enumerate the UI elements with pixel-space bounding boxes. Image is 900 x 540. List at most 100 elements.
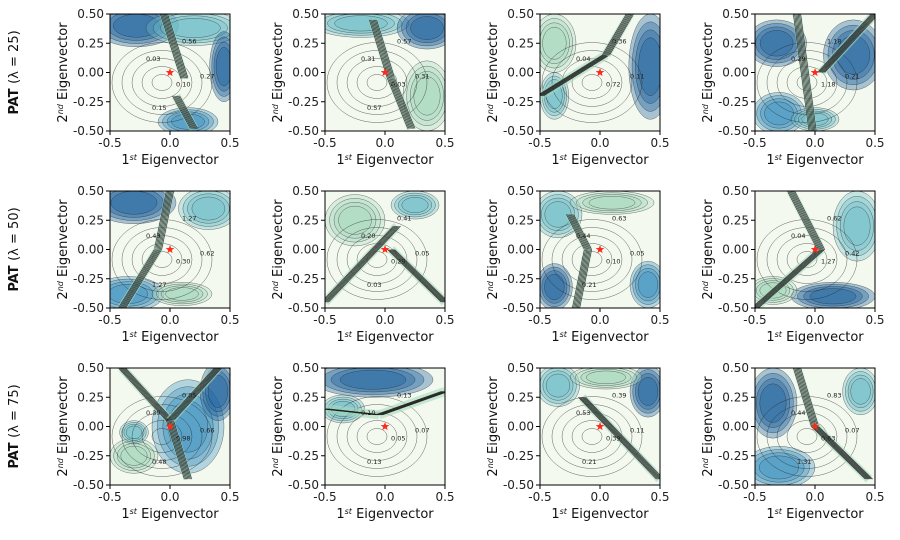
y-tick-label: 0.50 — [722, 7, 749, 21]
ridge-contour-line — [373, 19, 393, 79]
y-axis-label: 2nd Eigenvector — [56, 199, 72, 300]
y-tick-label: -0.50 — [503, 301, 534, 315]
contour-line — [326, 396, 428, 477]
y-tick-label: 0.50 — [292, 361, 319, 375]
ridge-contour-line — [375, 19, 394, 79]
contour-label: 0.13 — [367, 458, 381, 466]
contour-region-2 — [540, 18, 574, 69]
ridge-contour-line — [170, 368, 220, 421]
ridge-contour-line — [791, 191, 823, 250]
contour-region-1 — [329, 198, 381, 243]
y-tick-label: -0.25 — [718, 272, 749, 286]
contour-label: 0.15 — [152, 104, 166, 112]
ridge-contour-line — [161, 191, 174, 250]
x-axis-label: 1st Eigenvector — [766, 507, 864, 523]
contour-region-2 — [405, 14, 445, 44]
contour-line — [336, 50, 418, 115]
contour-label: 0.05 — [391, 435, 405, 443]
contour-region-2 — [160, 15, 228, 41]
y-tick-label: -0.50 — [718, 478, 749, 492]
contour-region-3 — [585, 370, 627, 385]
ridge-contour-line — [393, 78, 415, 129]
ridge-contour-line — [120, 249, 158, 308]
row-labels: PAT (λ = 25)PAT (λ = 50)PAT (λ = 75) — [7, 30, 22, 468]
y-axis-label: 2nd Eigenvector — [271, 199, 287, 300]
ridge-contour-line — [818, 14, 873, 73]
ridge-contour-line — [572, 249, 585, 308]
panel-r1-c1: 0.56 0.03 0.10 0.27 0.15 -0.5 0.0 0.5 0.50 0.25 0.… — [56, 7, 240, 168]
star-marker-icon — [165, 245, 175, 254]
ridge-contour-line — [394, 249, 445, 300]
y-tick-label: 0.50 — [77, 184, 104, 198]
ridge-contour-line — [797, 368, 817, 427]
ridge-contour-line — [796, 14, 813, 131]
panel-r2-c3: 0.63 0.44 0.10 0.05 0.21 -0.5 0.0 0.5 0.50 0.25 0.… — [486, 184, 670, 345]
contour-region-1 — [339, 369, 407, 390]
ridge-contour-line — [543, 54, 610, 97]
ridge-contour-line — [603, 14, 628, 56]
contour-region-2 — [540, 266, 570, 308]
ridge-contour-line — [540, 54, 604, 95]
y-axis-label: 2nd Eigenvector — [271, 376, 287, 477]
ridge-contour-line — [582, 397, 660, 479]
contour-region-1 — [631, 21, 660, 112]
row-label-lambda: (λ = 50) — [7, 207, 22, 261]
y-axis-label: 2nd Eigenvector — [701, 376, 717, 477]
contour-label: 0.27 — [200, 72, 214, 80]
star-marker-icon — [595, 422, 605, 431]
ridge-contour-line — [388, 249, 443, 303]
ridge-contour-line — [376, 19, 395, 79]
ridge-contour-line — [166, 368, 215, 421]
ridge-contour-line — [119, 249, 156, 308]
ridge-contour-line — [823, 16, 875, 73]
ridge-contour-line — [799, 368, 818, 427]
x-tick-label: -0.5 — [313, 313, 336, 327]
contour-line — [551, 50, 633, 115]
contour-region-2 — [397, 194, 433, 216]
y-tick-label: -0.25 — [288, 95, 319, 109]
contour-region-1 — [545, 373, 571, 398]
ridge-contour-line — [167, 420, 186, 480]
contour-label: 1.31 — [797, 458, 811, 466]
x-tick-label: 0.0 — [590, 313, 609, 327]
panel-r2-c2: 0.41 0.20 0.29 0.05 0.03 -0.5 0.0 0.5 0.50 0.25 0.… — [271, 184, 455, 345]
contour-label: 0.44 — [791, 409, 805, 417]
y-axis-label: 2nd Eigenvector — [701, 199, 717, 300]
ridge-contour-line — [790, 191, 822, 250]
ridge-contour-line — [755, 249, 819, 307]
contour-label: 0.05 — [630, 249, 644, 257]
contour-line — [356, 420, 398, 453]
ridge-contour-line — [793, 14, 810, 131]
y-tick-label: 0.25 — [722, 390, 749, 404]
contour-region-1 — [542, 370, 574, 401]
contour-label: 0.83 — [827, 391, 841, 399]
ridge-contour-line — [542, 54, 609, 97]
ridge-contour-line — [387, 78, 409, 129]
contour-region-2 — [396, 14, 445, 50]
ridge-contour-line — [162, 14, 184, 79]
x-tick-label: -0.5 — [528, 136, 551, 150]
ridge-contour-line — [795, 14, 812, 131]
ridge-contour-line — [372, 19, 392, 79]
contour-region-2 — [401, 197, 429, 214]
x-axis-label: 1st Eigenvector — [121, 507, 219, 523]
plot-area: 0.41 0.20 0.29 0.05 0.03 — [325, 191, 445, 308]
ridge-contour-line — [573, 249, 586, 308]
panel-r1-c3: 0.36 0.04 0.72 0.11 -0.5 0.0 0.5 0.50 0.25 0.00 -0… — [486, 7, 670, 168]
contour-region-1 — [325, 368, 425, 395]
contour-label: 0.36 — [612, 37, 626, 45]
y-tick-label: -0.50 — [288, 124, 319, 138]
contour-region-3 — [580, 368, 632, 386]
y-tick-label: -0.25 — [718, 449, 749, 463]
ridge-contour-line — [157, 191, 171, 250]
y-tick-label: 0.25 — [722, 36, 749, 50]
star-marker-icon — [380, 68, 390, 77]
ridge-contour-line — [390, 78, 412, 129]
x-axis-label: 1st Eigenvector — [336, 330, 434, 346]
x-axis-label: 1st Eigenvector — [766, 153, 864, 169]
ridge-contour-line — [569, 214, 589, 250]
ridge-contour-line — [118, 368, 167, 421]
ridge-contour-line — [382, 392, 445, 416]
y-axis-label: 2nd Eigenvector — [271, 22, 287, 123]
contour-label: 0.57 — [397, 37, 411, 45]
